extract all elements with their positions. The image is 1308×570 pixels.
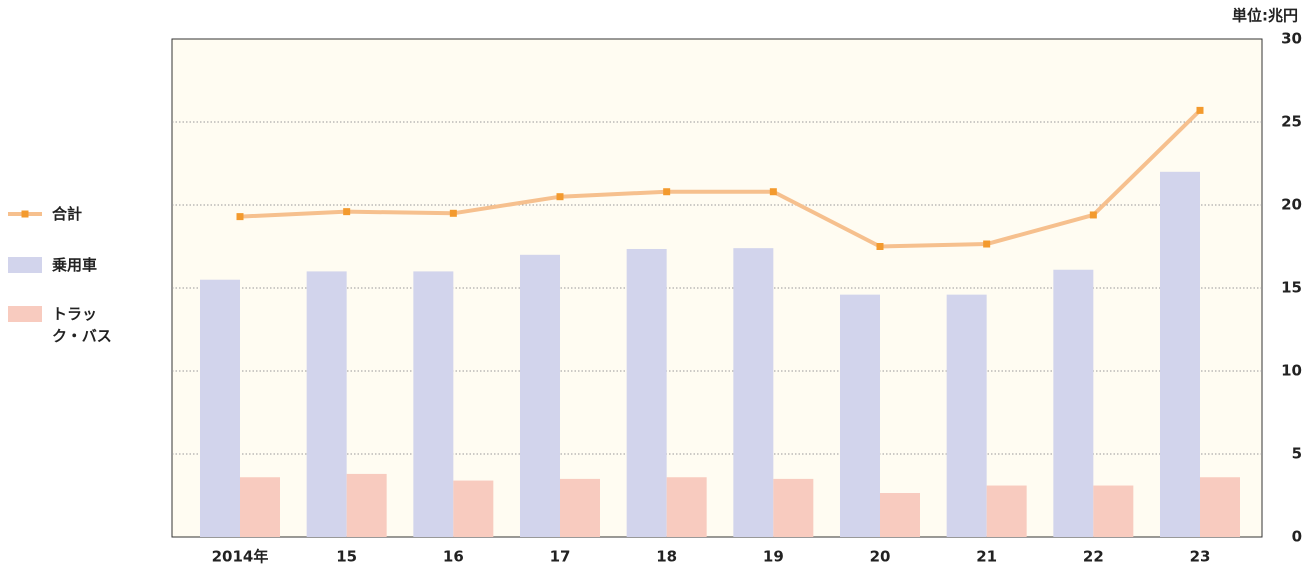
y-tick-label: 0	[1292, 528, 1302, 546]
bar	[773, 478, 814, 537]
bar	[986, 485, 1027, 537]
legend-label: 乗用車	[52, 256, 98, 274]
y-tick-label: 15	[1281, 279, 1302, 297]
y-tick-label: 10	[1281, 362, 1302, 380]
y-tick-label: 5	[1292, 445, 1302, 463]
bar	[520, 254, 560, 538]
bar	[346, 473, 387, 537]
bar	[840, 294, 880, 537]
bar	[240, 477, 280, 537]
bar	[946, 294, 987, 537]
bar	[1160, 171, 1200, 538]
x-tick-label: 22	[1083, 548, 1104, 566]
legend-label: 合計	[52, 205, 83, 223]
marker	[1196, 106, 1204, 114]
x-tick-label: 18	[656, 548, 677, 566]
bar	[1200, 477, 1240, 537]
y-tick-label: 20	[1281, 196, 1302, 214]
legend-marker	[21, 210, 29, 218]
legend-box	[8, 257, 42, 273]
marker	[769, 188, 777, 196]
bar	[626, 248, 667, 538]
x-tick-label: 20	[870, 548, 891, 566]
unit-label: 単位:兆円	[1232, 7, 1298, 25]
x-tick-label: 19	[763, 548, 784, 566]
y-tick-label: 25	[1281, 113, 1302, 131]
bar	[560, 478, 600, 537]
bar	[1093, 485, 1134, 537]
bar	[306, 271, 347, 537]
legend-item: 乗用車	[8, 254, 142, 276]
marker	[343, 208, 351, 216]
x-tick-label: 2014年	[212, 548, 269, 566]
legend-swatch	[8, 306, 42, 322]
marker	[983, 240, 991, 248]
x-tick-label: 16	[443, 548, 464, 566]
marker	[556, 193, 564, 201]
marker	[663, 188, 671, 196]
bar	[200, 279, 240, 537]
bar	[413, 271, 454, 537]
legend-swatch	[8, 257, 42, 273]
x-tick-label: 21	[976, 548, 997, 566]
bar	[453, 480, 494, 537]
bar	[733, 248, 774, 537]
marker	[1089, 211, 1097, 219]
marker	[236, 213, 244, 221]
bar	[1053, 269, 1094, 537]
x-tick-label: 17	[550, 548, 571, 566]
bar	[666, 477, 707, 537]
legend-swatch	[8, 210, 42, 218]
line	[239, 108, 1202, 249]
marker	[876, 243, 884, 250]
legend-item: トラック・バス	[8, 303, 116, 347]
legend-box	[8, 306, 42, 322]
legend-item: 合計	[8, 203, 142, 225]
x-tick-label: 15	[336, 548, 357, 566]
bar	[880, 493, 920, 537]
marker	[449, 209, 457, 217]
legend-label: トラック・バス	[52, 305, 112, 345]
y-tick-label: 30	[1281, 30, 1302, 48]
x-tick-label: 23	[1190, 548, 1211, 566]
